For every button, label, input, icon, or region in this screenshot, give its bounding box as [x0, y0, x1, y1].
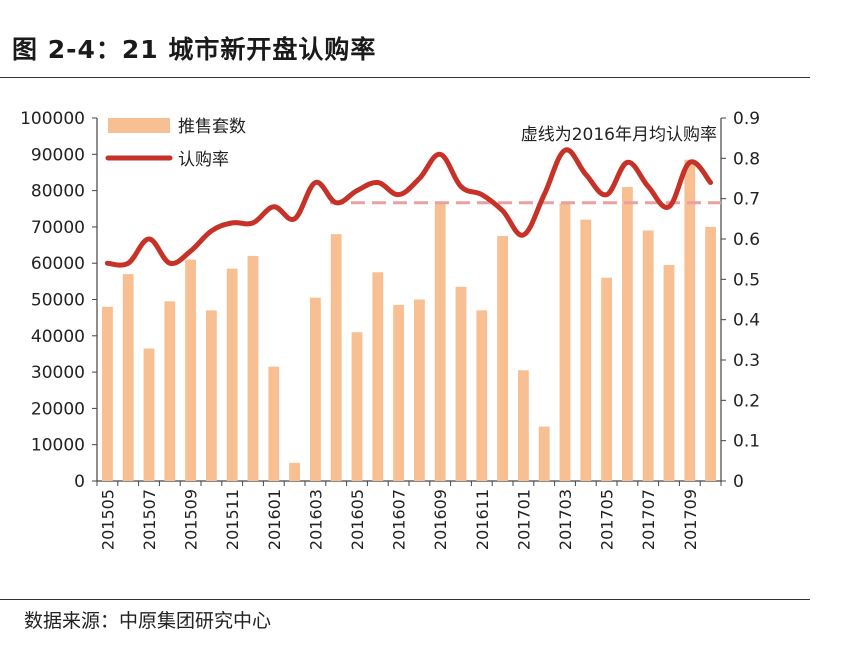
bar: [434, 201, 446, 482]
x-tick-label: 201707: [639, 489, 658, 550]
chart-area: 0 10000 20000 30000 40000 50000 60000 70000 8000…: [20, 109, 760, 550]
y-left-tick-label: 80000: [31, 182, 85, 202]
y-right-tick-label: 0.3: [733, 351, 760, 371]
bar: [580, 219, 592, 481]
bar: [309, 297, 321, 481]
bar: [601, 277, 613, 481]
y-right-tick-label: 0: [733, 472, 744, 492]
bar: [330, 234, 342, 481]
bottom-rule: [0, 599, 810, 600]
x-tick-label: 201703: [556, 489, 575, 550]
x-tick-label: 201511: [223, 489, 242, 550]
bar: [642, 230, 654, 481]
bar: [517, 370, 529, 481]
y-right-tick-label: 0.7: [733, 190, 760, 210]
bar: [663, 265, 675, 481]
bar: [621, 186, 633, 481]
y-left-tick-label: 90000: [31, 145, 85, 165]
bar: [164, 301, 176, 481]
y-left-tick-label: 50000: [31, 291, 85, 311]
x-tick-label: 201705: [598, 489, 617, 550]
top-rule: [0, 77, 810, 78]
x-tick-label: 201603: [306, 489, 325, 550]
bar: [122, 274, 134, 481]
bar: [393, 304, 405, 481]
y-left-tick-label: 100000: [20, 109, 85, 129]
bar: [185, 259, 197, 481]
bar: [455, 286, 467, 481]
bar: [289, 462, 301, 481]
bar: [268, 366, 280, 481]
bar: [684, 159, 696, 481]
legend-label-bars: 推售套数: [178, 117, 246, 137]
y-left-tick-label: 40000: [31, 327, 85, 347]
legend-swatch-bars: [108, 118, 170, 133]
y-right-tick-label: 0.2: [733, 391, 760, 411]
bar: [559, 203, 571, 481]
bar: [226, 268, 238, 481]
y-left-tick-label: 60000: [31, 254, 85, 274]
y-right-tick-label: 0.1: [733, 432, 760, 452]
x-tick-label: 201509: [182, 489, 201, 550]
y-right-tick-label: 0.6: [733, 230, 760, 250]
x-tick-label: 201601: [265, 489, 284, 550]
legend-label-line: 认购率: [178, 150, 229, 170]
y-right-tick-label: 0.9: [733, 109, 760, 129]
bar: [476, 310, 488, 481]
y-left-tick-label: 70000: [31, 218, 85, 238]
bar: [372, 272, 384, 481]
y-left-tick-label: 30000: [31, 363, 85, 383]
x-tick-label: 201609: [431, 489, 450, 550]
y-left-tick-label: 10000: [31, 436, 85, 456]
bar: [497, 235, 509, 481]
bar: [413, 299, 425, 481]
bar: [247, 255, 259, 481]
x-tick-label: 201701: [514, 489, 533, 550]
bar: [705, 226, 717, 481]
x-tick-label: 201505: [98, 489, 117, 550]
bar: [101, 306, 113, 481]
chart-title: 图 2-4：21 城市新开盘认购率: [12, 35, 377, 64]
y-right-tick-label: 0.5: [733, 270, 760, 290]
source-note: 数据来源：中原集团研究中心: [24, 610, 272, 632]
bar: [143, 348, 155, 481]
x-tick-label: 201709: [681, 489, 700, 550]
y-right-tick-label: 0.4: [733, 311, 760, 331]
y-left-tick-label: 20000: [31, 399, 85, 419]
bar: [205, 310, 217, 481]
x-tick-label: 201605: [348, 489, 367, 550]
bar: [538, 426, 550, 481]
reference-line-label: 虚线为2016年月均认购率: [521, 125, 717, 145]
x-tick-label: 201607: [390, 489, 409, 550]
y-right-tick-label: 0.8: [733, 149, 760, 169]
subscription-rate-line: [104, 147, 714, 268]
y-left-tick-label: 0: [74, 472, 85, 492]
x-tick-label: 201611: [473, 489, 492, 550]
bar: [351, 332, 363, 481]
x-tick-label: 201507: [140, 489, 159, 550]
